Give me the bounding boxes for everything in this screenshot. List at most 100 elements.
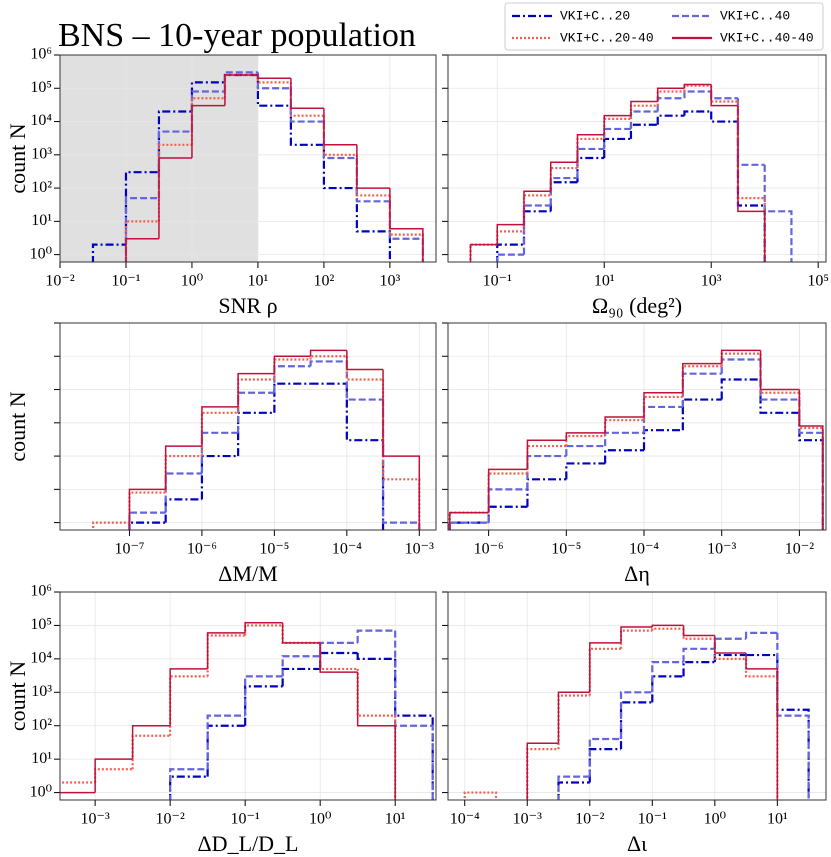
histogram-step [576, 137, 605, 169]
histogram-step [619, 691, 653, 740]
x-tick-label: 10⁻² [785, 541, 814, 558]
histogram-step [557, 691, 590, 744]
histogram-step [256, 72, 291, 90]
histogram-step [759, 353, 800, 394]
histogram-step [273, 382, 311, 413]
histogram-step [576, 156, 605, 183]
histogram-step [289, 82, 324, 117]
x-tick-label: 10² [314, 273, 335, 290]
histogram-step [319, 642, 358, 673]
x-axis-label: ΔM/M [218, 561, 277, 586]
histogram-step [346, 350, 384, 371]
histogram-step [526, 454, 567, 490]
x-tick-label: 10³ [379, 273, 400, 290]
histogram-step [565, 444, 606, 457]
histogram-step [603, 114, 631, 135]
x-tick-label: 10⁻¹ [111, 273, 140, 290]
histogram-step [798, 389, 824, 530]
x-tick-label: 10⁻³ [405, 541, 434, 558]
axes-frame [59, 322, 437, 531]
x-tick-label: 10⁻³ [513, 811, 542, 828]
histogram-step [224, 74, 258, 106]
histogram-step [381, 399, 421, 530]
histogram-step [448, 521, 489, 530]
histogram-step [200, 411, 239, 457]
histogram-step [323, 108, 357, 146]
histogram-step [604, 449, 645, 464]
x-tick-label: 10⁻³ [707, 541, 736, 558]
histogram-step [523, 190, 551, 225]
histogram-step [356, 629, 396, 643]
panel: 10⁻¹ 10¹ 10³ 10⁵ Ω₉₀ (deg²) [442, 54, 829, 318]
histogram-step [158, 157, 192, 239]
histogram-step [164, 472, 202, 513]
histogram-step [642, 395, 683, 421]
histogram-step [683, 90, 712, 99]
x-tick-label: 10⁻⁶ [187, 541, 217, 558]
histogram-step [557, 694, 590, 750]
axes-frame [447, 54, 827, 263]
histogram-step [322, 121, 357, 160]
histogram-step [273, 365, 311, 393]
x-tick-label: 10⁻² [156, 811, 185, 828]
y-tick-label: 10³ [31, 683, 52, 700]
histogram-step [522, 204, 551, 255]
histogram-step [589, 642, 622, 693]
histogram-step [681, 398, 722, 431]
legend: VKI+C..20 VKI+C..40 VKI+C..20-40 VKI+C..40-… [504, 2, 824, 51]
histogram-step [630, 100, 658, 116]
histogram-step [682, 628, 715, 640]
legend-label: VKI+C..20-40 [560, 30, 654, 45]
histogram-step [169, 775, 208, 800]
histogram-step [463, 791, 498, 800]
histogram-step [776, 655, 810, 800]
histogram-step [526, 439, 567, 470]
histogram-step [281, 625, 321, 645]
histogram-step [522, 210, 551, 245]
histogram-step [683, 110, 712, 116]
x-tick-label: 10⁻² [45, 273, 74, 290]
x-tick-label: 10⁻¹ [231, 811, 260, 828]
histogram-step [190, 97, 225, 145]
histogram-step [92, 521, 130, 530]
x-tick-label: 10³ [701, 273, 722, 290]
y-tick-label: 10⁵ [30, 79, 52, 96]
histogram-step [190, 81, 225, 112]
axes-frame [447, 322, 827, 531]
histogram-step [124, 220, 159, 262]
x-tick-label: 10⁻⁴ [332, 541, 362, 558]
histogram-step [355, 154, 390, 197]
x-tick-label: 10⁰ [704, 811, 726, 828]
histogram-step [60, 791, 96, 794]
histogram-step [629, 110, 658, 129]
histogram-step [487, 505, 528, 523]
histogram-step [356, 652, 396, 660]
histogram-step [682, 661, 715, 677]
figure-title: BNS – 10-year population [58, 17, 416, 54]
histogram-step [394, 658, 434, 800]
histogram-step [448, 521, 489, 530]
x-tick-label: 10⁻¹ [483, 273, 512, 290]
histogram-step [322, 144, 357, 190]
y-tick-label: 10⁴ [30, 650, 52, 667]
histogram-step [257, 75, 291, 80]
y-tick-label: 10¹ [31, 750, 52, 767]
histogram-step [720, 358, 761, 374]
histogram-step [131, 724, 171, 760]
histogram-step [237, 378, 275, 413]
histogram-step [745, 652, 779, 800]
histogram-step [588, 747, 622, 783]
histogram-step [557, 775, 590, 800]
axes-frame [59, 54, 437, 263]
y-tick-label: 10⁶ [30, 583, 52, 600]
histogram-step [355, 188, 391, 262]
histogram-step [237, 372, 275, 407]
histogram-step [256, 75, 291, 84]
histogram-step [382, 369, 421, 530]
histogram-step [798, 399, 824, 530]
histogram-step [522, 194, 551, 232]
histogram-step [710, 84, 738, 107]
histogram-step [389, 188, 424, 262]
legend-label: VKI+C..20 [560, 8, 630, 23]
histogram-step [281, 622, 321, 644]
